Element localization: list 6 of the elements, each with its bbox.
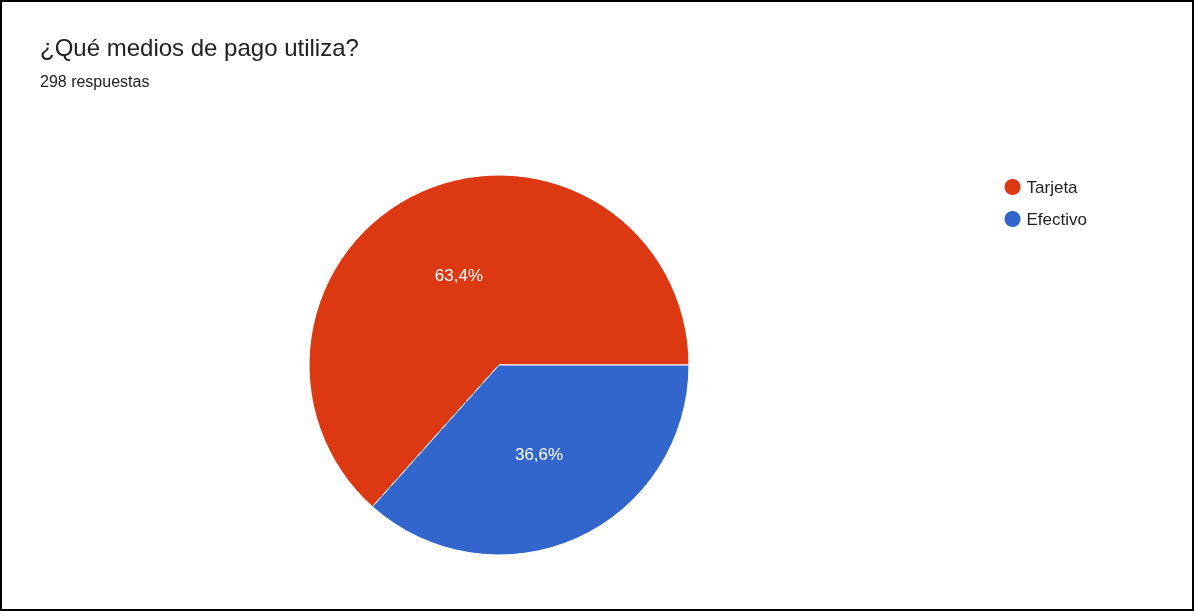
data-label: 63,4% xyxy=(434,266,484,286)
data-label: 36,6% xyxy=(514,444,564,464)
legend-label: Tarjeta xyxy=(1026,177,1079,197)
text: 298 respuestas xyxy=(40,72,150,90)
legend-label: Efectivo xyxy=(1026,209,1088,229)
chart-title: ¿Qué medios de pago utiliza? xyxy=(40,33,359,61)
